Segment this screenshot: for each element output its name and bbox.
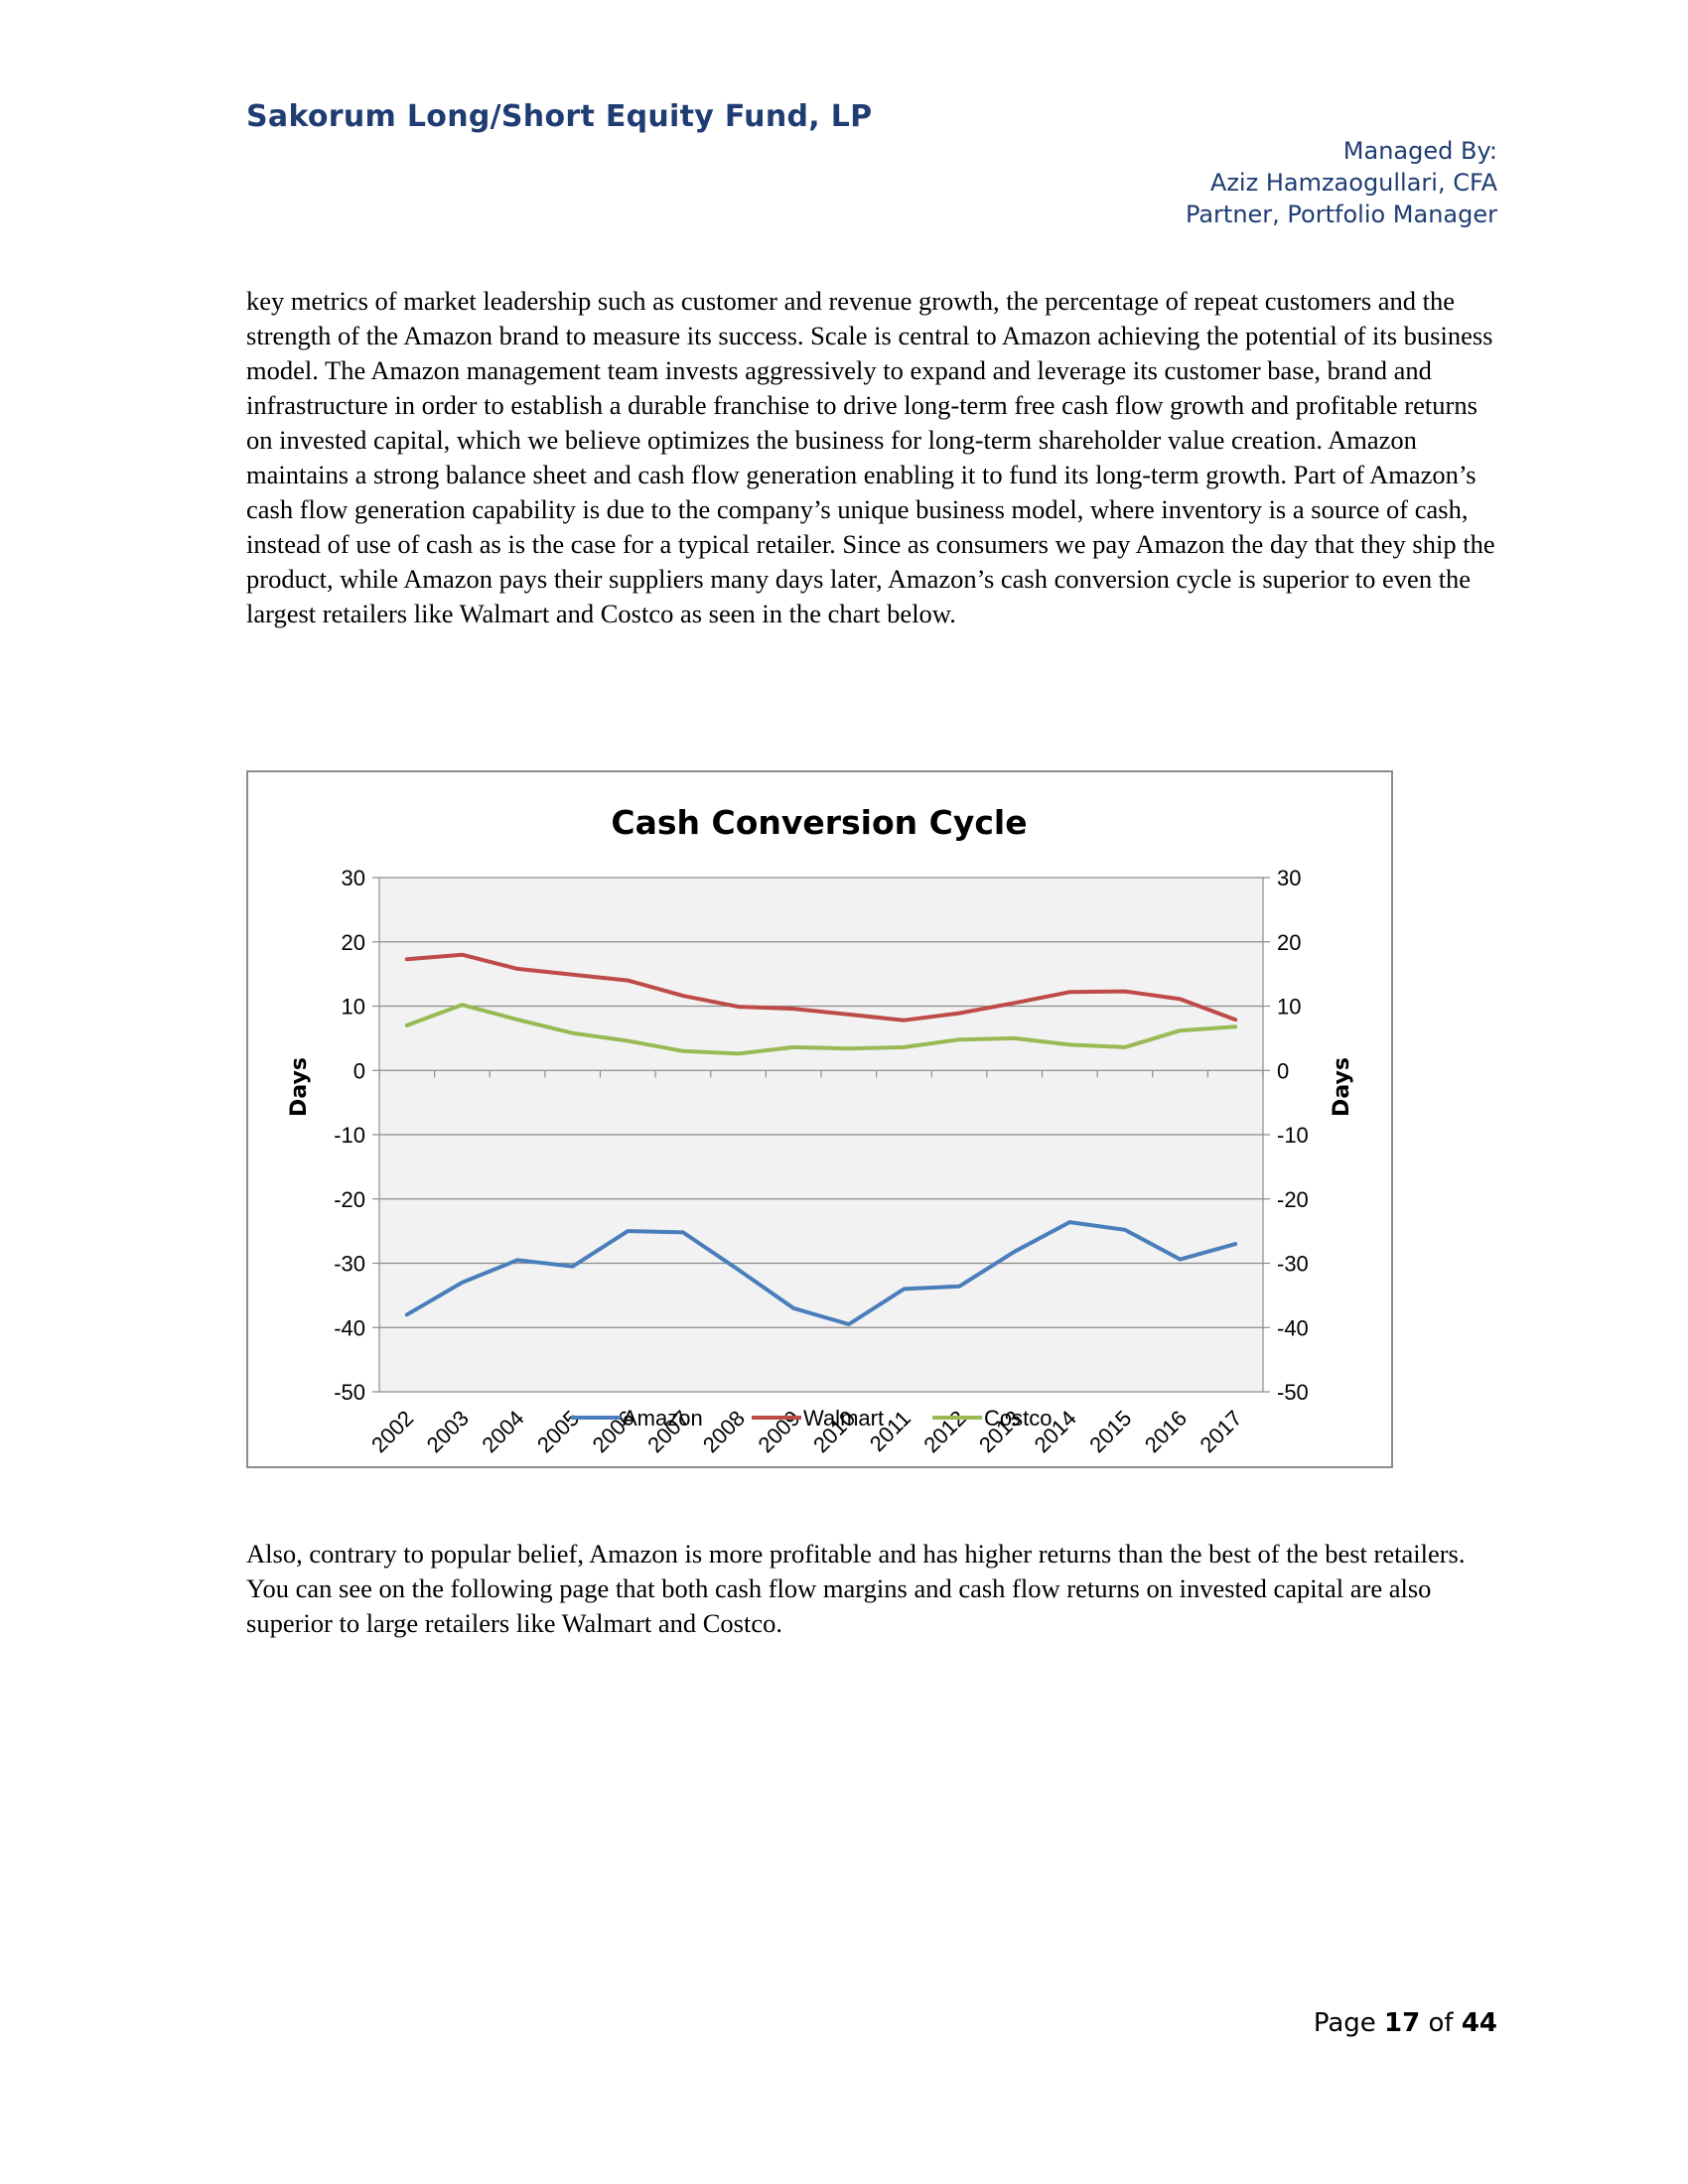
x-tick-label: 2004 bbox=[477, 1406, 528, 1457]
y-tick-label-left: -40 bbox=[334, 1315, 365, 1340]
series-line-costco bbox=[404, 1003, 1238, 1056]
y-tick-label-right: 0 bbox=[1277, 1058, 1289, 1083]
y-tick-label-right: -50 bbox=[1277, 1380, 1309, 1405]
x-tick-label: 2003 bbox=[422, 1406, 474, 1457]
y-tick-label-left: 20 bbox=[342, 930, 365, 955]
y-axis-label-left: Days bbox=[287, 1057, 312, 1117]
fund-title: Sakorum Long/Short Equity Fund, LP bbox=[246, 99, 873, 134]
x-tick-label: 2012 bbox=[918, 1406, 970, 1457]
body-paragraph-2: Also, contrary to popular belief, Amazon… bbox=[246, 1539, 1466, 1638]
page-label: Page bbox=[1313, 2008, 1376, 2038]
x-tick-label: 2005 bbox=[532, 1406, 584, 1457]
cash-conversion-chart: Cash Conversion Cycle Days Days 30 30 20 20… bbox=[246, 770, 1393, 1468]
y-tick-label-right: 20 bbox=[1277, 930, 1301, 955]
x-tick-label: 2008 bbox=[698, 1406, 750, 1457]
y-tick-label-left: 10 bbox=[342, 995, 365, 1020]
y-tick-label-left: -30 bbox=[334, 1252, 365, 1277]
manager-name: Aziz Hamzaogullari, CFA bbox=[1209, 169, 1497, 197]
managed-by-label: Managed By: bbox=[1342, 137, 1497, 165]
body-paragraph-1: key metrics of market leadership such as… bbox=[246, 286, 1495, 628]
y-axis-label-right: Days bbox=[1330, 1057, 1354, 1117]
y-tick-label-right: -40 bbox=[1277, 1315, 1309, 1340]
x-tick-label: 2009 bbox=[753, 1406, 804, 1457]
legend-label-costco: Costco bbox=[984, 1406, 1052, 1431]
x-tick-label: 2016 bbox=[1140, 1406, 1192, 1457]
y-tick-label-left: 0 bbox=[353, 1058, 365, 1083]
page-footer: Page 17 of 44 bbox=[1314, 2008, 1497, 2038]
y-tick-label-right: -30 bbox=[1277, 1252, 1309, 1277]
chart-title: Cash Conversion Cycle bbox=[611, 803, 1027, 842]
of-label: of bbox=[1428, 2008, 1454, 2038]
y-tick-label-right: 10 bbox=[1277, 995, 1301, 1020]
x-tick-label: 2015 bbox=[1084, 1406, 1136, 1457]
series-line-amazon bbox=[404, 1220, 1238, 1326]
y-tick-label-left: -20 bbox=[334, 1187, 365, 1212]
chart-svg: Cash Conversion Cycle Days Days 30 30 20 20… bbox=[287, 803, 1354, 1457]
legend-label-amazon: Amazon bbox=[623, 1406, 703, 1431]
y-tick-label-right: -10 bbox=[1277, 1123, 1309, 1148]
x-tick-label: 2002 bbox=[366, 1406, 418, 1457]
y-tick-label-right: -20 bbox=[1277, 1187, 1309, 1212]
y-tick-label-left: -10 bbox=[334, 1123, 365, 1148]
manager-block: Managed By: Aziz Hamzaogullari, CFA Part… bbox=[1186, 135, 1497, 230]
y-tick-label-right: 30 bbox=[1277, 866, 1301, 890]
legend-label-walmart: Walmart bbox=[803, 1406, 884, 1431]
page-number: 17 bbox=[1384, 2008, 1421, 2038]
manager-title: Partner, Portfolio Manager bbox=[1185, 201, 1497, 228]
series-line-walmart bbox=[404, 952, 1238, 1023]
y-tick-label-left: -50 bbox=[334, 1380, 365, 1405]
y-tick-label-left: 30 bbox=[342, 866, 365, 890]
x-tick-label: 2017 bbox=[1195, 1406, 1246, 1457]
total-pages: 44 bbox=[1461, 2008, 1497, 2038]
